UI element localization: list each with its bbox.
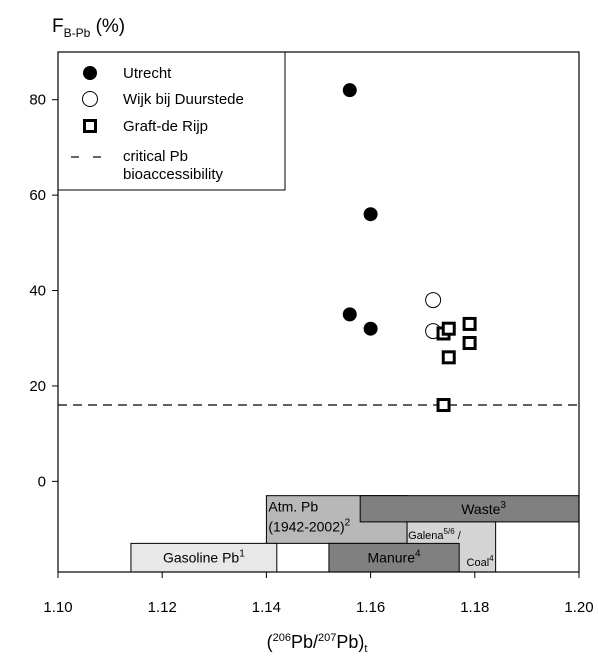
- x-tick-label: 1.18: [460, 599, 489, 616]
- y-axis-title-main: F: [52, 16, 64, 37]
- source-range-box: [359, 495, 580, 523]
- x-tick-label: 1.10: [43, 599, 72, 616]
- source-range-label: Manure4: [368, 549, 421, 566]
- y-axis-title-unit: (%): [90, 16, 125, 37]
- legend: Utrecht Wijk bij Duurstede Graft-de Rijp cr…: [57, 51, 286, 191]
- y-tick-label: 0: [38, 473, 46, 490]
- y-tick-label: 20: [29, 378, 46, 395]
- legend-marker: [83, 66, 97, 80]
- data-points-layer: [342, 83, 477, 413]
- y-tick-label: 40: [29, 283, 46, 300]
- source-range-label: Waste3: [461, 500, 506, 517]
- legend-label: Utrecht: [123, 65, 172, 82]
- source-range-label: (1942-2002)2: [268, 518, 350, 535]
- data-point: [441, 321, 456, 336]
- legend-label: Wijk bij Duurstede: [123, 91, 244, 108]
- x-axis-title: (206Pb/207Pb)t: [267, 632, 368, 655]
- source-range-box: [130, 542, 278, 573]
- data-point: [462, 316, 477, 331]
- x-tick-label: 1.12: [148, 599, 177, 616]
- y-axis-title: FB-Pb (%): [52, 16, 125, 40]
- source-range-label: Galena5/6 /: [408, 527, 462, 542]
- source-range-label: Gasoline Pb1: [163, 549, 245, 566]
- axis-ticks: 1.10 1.12 1.14 1.16 1.18 1.20 0 20 40 60 80: [29, 92, 593, 616]
- data-point: [363, 321, 378, 336]
- source-range-label: Coal4: [467, 554, 495, 569]
- legend-label: Graft-de Rijp: [123, 118, 208, 135]
- legend-marker: [83, 119, 97, 133]
- y-tick-label: 60: [29, 187, 46, 204]
- data-point: [425, 292, 442, 309]
- y-tick-label: 80: [29, 92, 46, 109]
- x-tick-label: 1.20: [564, 599, 593, 616]
- data-point: [342, 83, 357, 98]
- data-point: [462, 336, 477, 351]
- source-range-layer: Atm. Pb (1942-2002)2 Waste3 Galena5/6 / Coal…: [130, 495, 580, 573]
- legend-label: bioaccessibility: [123, 166, 224, 183]
- source-range-label: Atm. Pb: [268, 499, 318, 515]
- y-axis-title-sub: B-Pb: [64, 26, 91, 40]
- x-tick-label: 1.16: [356, 599, 385, 616]
- data-point: [436, 398, 451, 413]
- data-point: [441, 350, 456, 365]
- data-point: [342, 307, 357, 322]
- plot-frame: [57, 51, 580, 573]
- legend-marker: [82, 91, 98, 107]
- legend-label: critical Pb: [123, 148, 188, 165]
- x-tick-label: 1.14: [252, 599, 281, 616]
- data-point: [363, 207, 378, 222]
